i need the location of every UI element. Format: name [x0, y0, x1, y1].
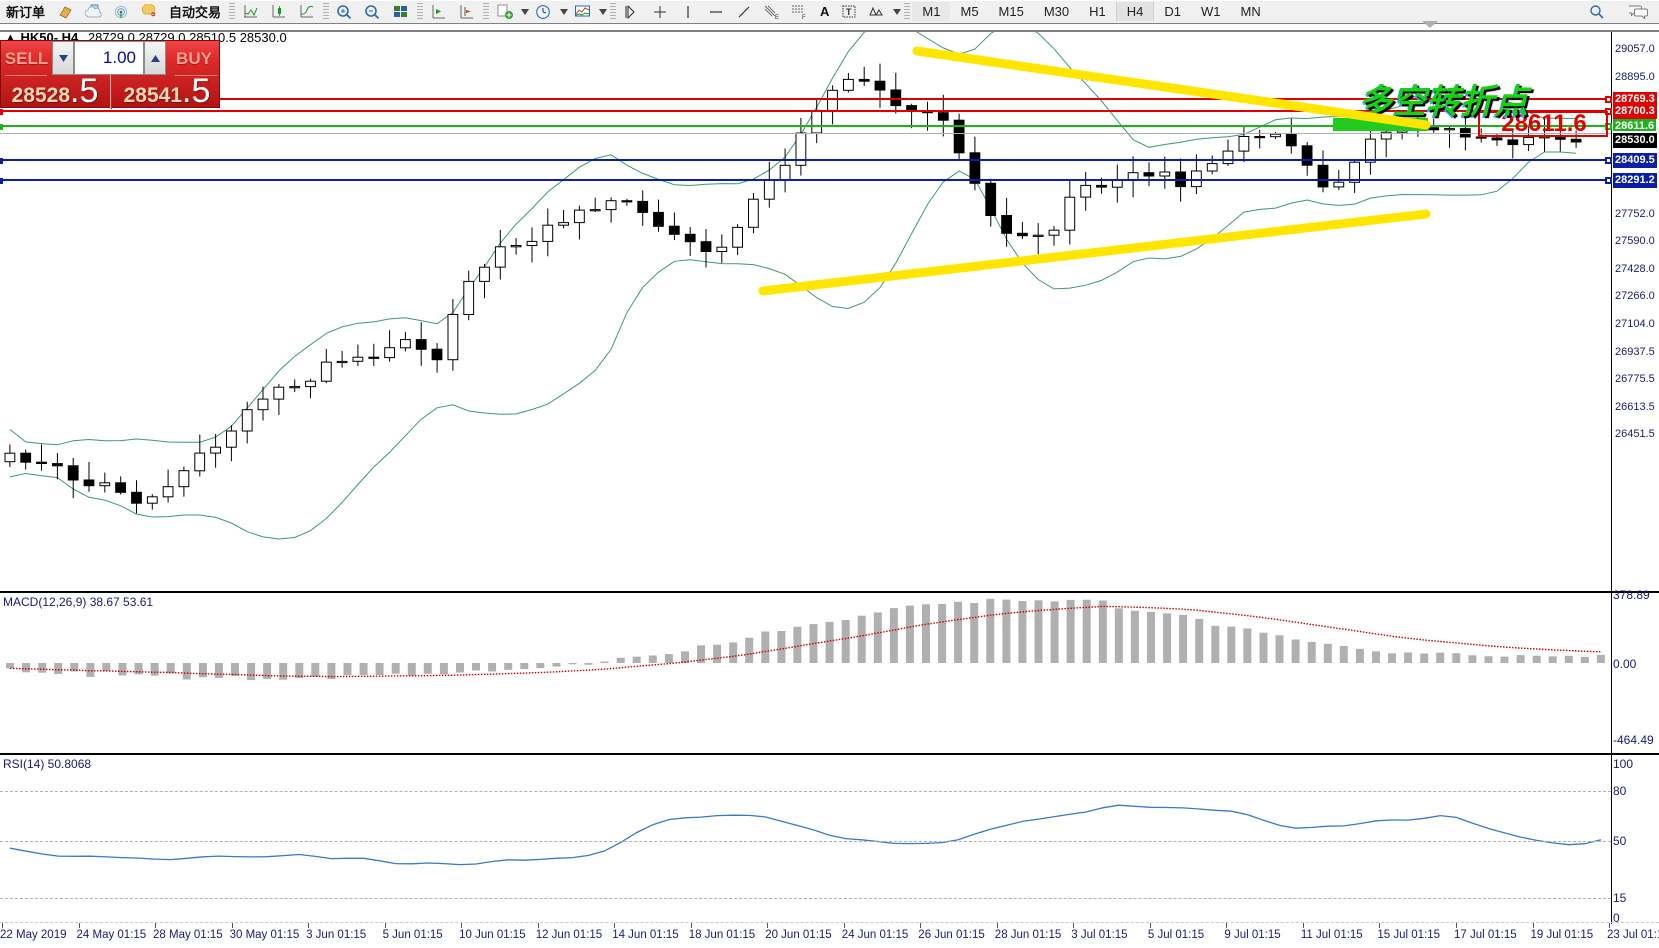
svg-text:F: F [802, 15, 806, 20]
svg-text:E: E [775, 15, 779, 20]
svg-text:T: T [846, 7, 852, 17]
